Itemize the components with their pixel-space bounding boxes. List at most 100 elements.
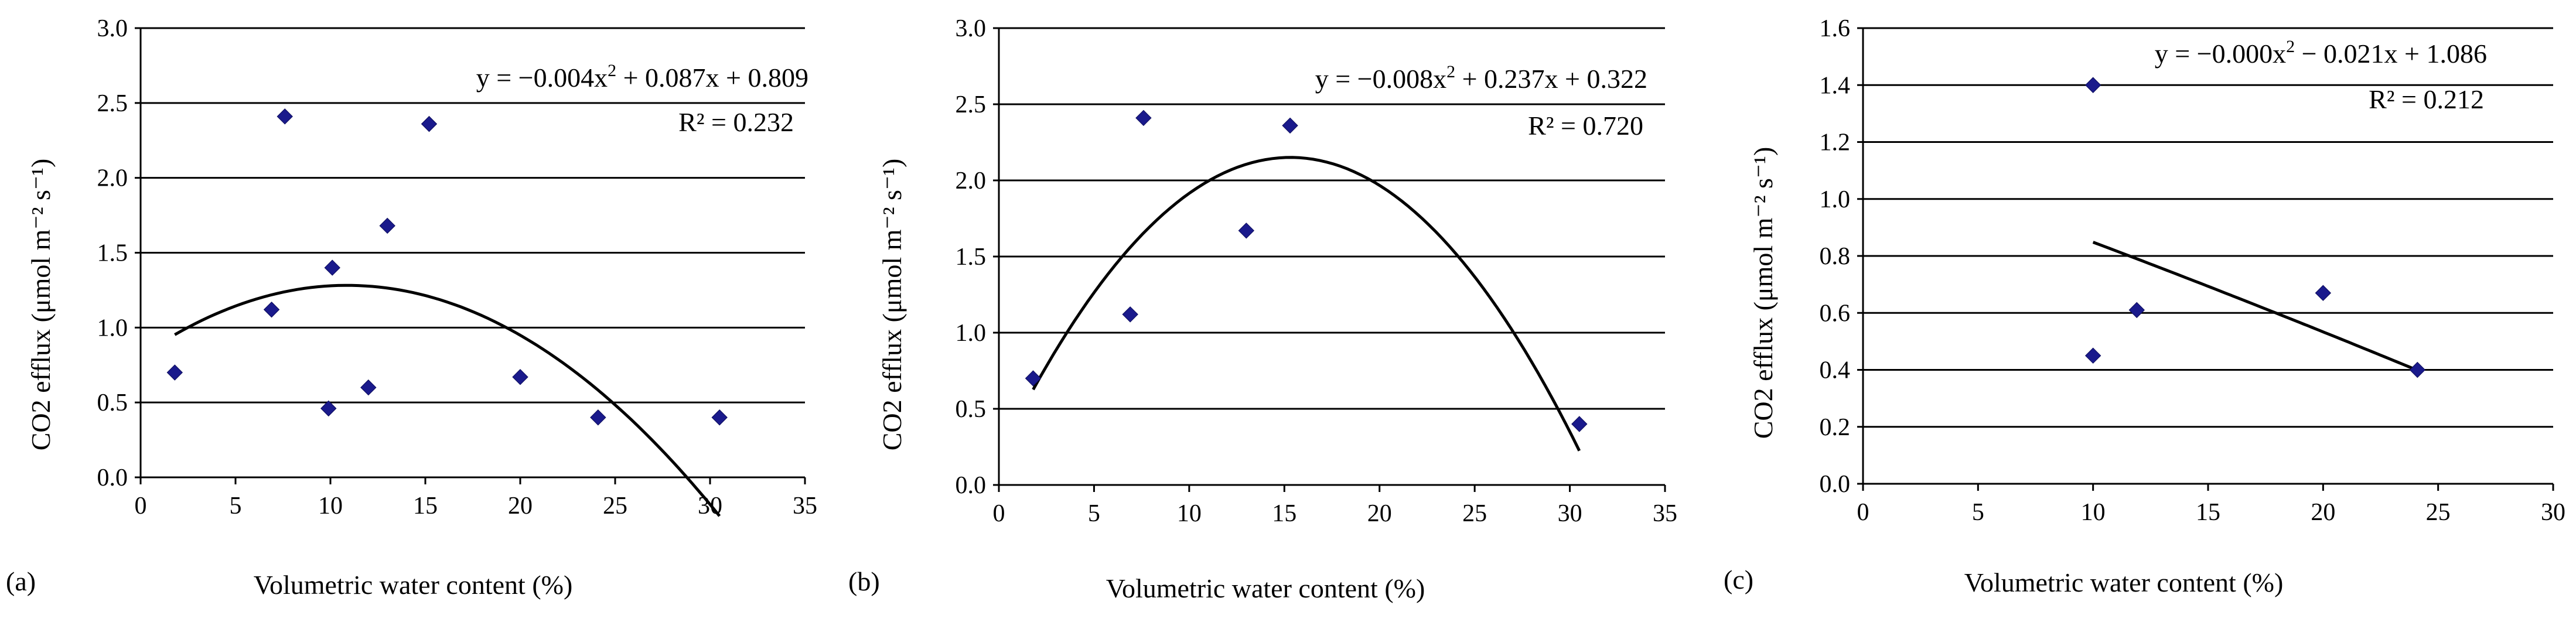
panel-c-equation: y = −0.000x2 − 0.021x + 1.086 xyxy=(2155,37,2487,69)
panel-a-x-axis-title: Volumetric water content (%) xyxy=(254,570,573,600)
panel-c-x-tick-label-6: 30 xyxy=(2541,499,2565,526)
panel-c-x-tick-label-1: 5 xyxy=(1972,499,1984,526)
panel-a-y-axis-title: CO2 efflux (μmol m⁻² s⁻¹) xyxy=(26,159,56,451)
panel-b-x-tick-labels: 0 5 10 15 20 25 30 35 xyxy=(993,500,1678,527)
panel-c-x-axis-title: Volumetric water content (%) xyxy=(1964,568,2284,597)
panel-b-x-tick-label-5: 25 xyxy=(1462,500,1487,527)
panel-b-y-tick-labels: 0.0 0.5 1.0 1.5 2.0 2.5 3.0 xyxy=(956,15,987,499)
panel-b-x-tick-label-7: 35 xyxy=(1653,500,1677,527)
panel-a-y-tick-label-2: 1.0 xyxy=(97,315,128,341)
panel-a-x-tick-label-7: 35 xyxy=(793,493,817,520)
panel-c-data-point-2 xyxy=(2128,302,2145,319)
panel-a-data-point-3 xyxy=(320,400,337,417)
panel-b: 0 5 10 15 20 25 30 35 0.0 0.5 1.0 1.5 2.0 2.5 3.0 y =… xyxy=(848,15,1677,603)
panel-a-x-tick-label-6: 30 xyxy=(698,493,722,520)
panel-b-equation: y = −0.008x2 + 0.237x + 0.322 xyxy=(1315,62,1647,94)
panel-b-data-points xyxy=(1025,110,1588,432)
panel-b-y-tick-label-5: 2.5 xyxy=(956,91,987,118)
panel-a-y-tick-label-4: 2.0 xyxy=(97,165,128,192)
panel-c-x-tick-label-0: 0 xyxy=(1857,499,1869,526)
panel-a-data-point-8 xyxy=(512,368,528,385)
panel-a-y-tick-label-6: 3.0 xyxy=(97,15,128,42)
panel-c-y-tick-label-7: 1.4 xyxy=(1820,72,1851,99)
panel-a: 0 5 10 15 20 25 30 35 0.0 0.5 1.0 1.5 2.0 2.5 3.0 y =… xyxy=(6,15,817,600)
panel-b-data-point-5 xyxy=(1571,416,1588,432)
panel-c-data-point-0 xyxy=(2084,77,2101,93)
panel-c-data-point-1 xyxy=(2084,347,2101,364)
panel-c-y-tick-label-0: 0.0 xyxy=(1820,471,1851,498)
panel-c-x-tick-label-5: 25 xyxy=(2426,499,2451,526)
panel-c-x-tick-label-2: 10 xyxy=(2081,499,2106,526)
panel-a-equation: y = −0.004x2 + 0.087x + 0.809 xyxy=(476,61,808,93)
panel-b-x-tick-label-2: 10 xyxy=(1177,500,1202,527)
panel-b-x-axis-title: Volumetric water content (%) xyxy=(1106,573,1425,603)
panel-c-y-axis-title: CO2 efflux (μmol m⁻² s⁻¹) xyxy=(1748,147,1778,439)
panel-a-x-tick-label-5: 25 xyxy=(603,493,627,520)
panel-a-data-point-2 xyxy=(277,108,293,125)
panel-a-y-tick-label-5: 2.5 xyxy=(97,90,128,117)
panel-a-data-points xyxy=(166,108,728,426)
panel-b-y-tick-label-1: 0.5 xyxy=(956,396,987,423)
panel-b-data-point-4 xyxy=(1282,117,1298,134)
panel-b-x-tick-label-6: 30 xyxy=(1558,500,1582,527)
panel-a-x-tick-label-1: 5 xyxy=(230,493,242,520)
panel-c-r-squared: R² = 0.212 xyxy=(2369,84,2484,114)
panel-b-y-tick-label-3: 1.5 xyxy=(956,244,987,271)
panel-a-data-point-10 xyxy=(711,409,728,426)
panel-c-y-tick-label-1: 0.2 xyxy=(1820,414,1851,441)
panel-c-y-tick-label-6: 1.2 xyxy=(1820,129,1851,156)
panel-c-x-tick-label-3: 15 xyxy=(2196,499,2220,526)
panel-b-x-tick-label-1: 5 xyxy=(1088,500,1100,527)
panel-a-x-tick-label-3: 15 xyxy=(413,493,438,520)
panel-c-gridlines xyxy=(1857,27,2554,491)
panel-c-data-point-4 xyxy=(2409,361,2426,378)
panel-b-y-axis-title: CO2 efflux (μmol m⁻² s⁻¹) xyxy=(877,159,907,451)
panel-b-r-squared: R² = 0.720 xyxy=(1528,111,1643,141)
panel-a-y-tick-labels: 0.0 0.5 1.0 1.5 2.0 2.5 3.0 xyxy=(97,15,128,491)
panel-b-fit-group xyxy=(1032,156,1581,452)
panel-b-y-tick-label-2: 1.0 xyxy=(956,320,987,347)
panel-c-y-tick-label-3: 0.6 xyxy=(1820,300,1851,327)
panel-a-x-tick-label-0: 0 xyxy=(135,493,147,520)
panel-a-data-point-6 xyxy=(379,217,395,234)
panel-c-fit-curve xyxy=(2092,241,2418,372)
panel-c-fit-group xyxy=(2092,241,2418,372)
panel-a-data-point-7 xyxy=(421,115,438,132)
panel-c-data-points xyxy=(2084,77,2426,378)
panel-b-data-point-1 xyxy=(1122,306,1138,323)
panel-a-r-squared: R² = 0.232 xyxy=(678,107,794,137)
panel-b-x-tick-label-4: 20 xyxy=(1367,500,1392,527)
panel-a-y-tick-label-3: 1.5 xyxy=(97,240,128,267)
panel-a-gridlines xyxy=(135,27,806,484)
panel-b-y-tick-label-6: 3.0 xyxy=(956,15,987,42)
panel-a-x-tick-label-4: 20 xyxy=(508,493,533,520)
panel-a-fit-group xyxy=(174,283,721,517)
panel-a-data-point-9 xyxy=(590,409,606,426)
panel-a-label: (a) xyxy=(6,566,36,596)
panel-c-x-tick-label-4: 20 xyxy=(2311,499,2335,526)
panel-b-data-point-3 xyxy=(1238,223,1255,239)
panel-c-x-tick-labels: 0 5 10 15 20 25 30 xyxy=(1857,499,2566,526)
panel-a-y-tick-label-0: 0.0 xyxy=(97,464,128,491)
panel-a-x-tick-labels: 0 5 10 15 20 25 30 35 xyxy=(135,493,818,520)
panel-a-data-point-4 xyxy=(324,259,340,276)
panel-b-x-tick-label-0: 0 xyxy=(993,500,1005,527)
panel-b-data-point-2 xyxy=(1135,110,1152,127)
panel-c-y-tick-label-4: 0.8 xyxy=(1820,243,1851,270)
panel-b-fit-curve xyxy=(1032,156,1581,452)
panel-c: 0 5 10 15 20 25 30 0.0 0.2 0.4 0.6 0.8 1.0 1.2 1.4 1.6… xyxy=(1724,15,2565,597)
panel-a-fit-curve xyxy=(174,283,721,517)
panel-c-label: (c) xyxy=(1724,565,1753,594)
panel-b-data-point-0 xyxy=(1025,370,1042,387)
panel-c-y-tick-label-2: 0.4 xyxy=(1820,357,1851,384)
panel-b-gridlines xyxy=(993,27,1666,492)
panel-c-y-tick-labels: 0.0 0.2 0.4 0.6 0.8 1.0 1.2 1.4 1.6 xyxy=(1820,15,1851,498)
panel-c-y-tick-label-5: 1.0 xyxy=(1820,186,1851,213)
panel-b-y-tick-label-4: 2.0 xyxy=(956,168,987,194)
panel-a-y-tick-label-1: 0.5 xyxy=(97,389,128,416)
panel-b-label: (b) xyxy=(848,566,880,596)
panel-b-x-tick-label-3: 15 xyxy=(1272,500,1296,527)
panel-a-x-tick-label-2: 10 xyxy=(318,493,343,520)
panel-a-data-point-1 xyxy=(263,301,280,318)
